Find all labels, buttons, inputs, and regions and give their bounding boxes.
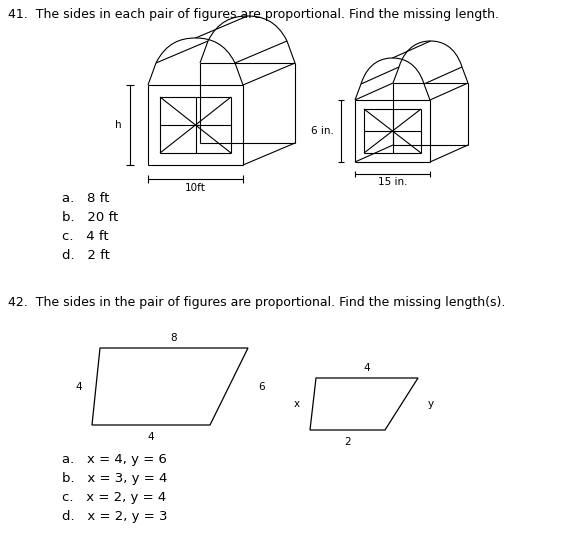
Text: 6: 6 [258, 382, 265, 392]
Text: x: x [294, 399, 300, 409]
Text: h: h [115, 120, 122, 130]
Text: 42.  The sides in the pair of figures are proportional. Find the missing length(: 42. The sides in the pair of figures are… [8, 296, 506, 309]
Text: 4: 4 [148, 432, 154, 442]
Text: d.   x = 2, y = 3: d. x = 2, y = 3 [62, 510, 168, 523]
Text: 15 in.: 15 in. [378, 177, 407, 187]
Text: 6 in.: 6 in. [311, 126, 334, 136]
Text: 8: 8 [171, 333, 177, 343]
Text: 10ft: 10ft [185, 183, 206, 193]
Text: c.   4 ft: c. 4 ft [62, 230, 109, 243]
Text: a.   x = 4, y = 6: a. x = 4, y = 6 [62, 453, 167, 466]
Text: b.   x = 3, y = 4: b. x = 3, y = 4 [62, 472, 167, 485]
Text: a.   8 ft: a. 8 ft [62, 192, 109, 205]
Text: y: y [428, 399, 434, 409]
Text: 41.  The sides in each pair of figures are proportional. Find the missing length: 41. The sides in each pair of figures ar… [8, 8, 499, 21]
Text: 4: 4 [364, 363, 370, 373]
Text: 4: 4 [75, 382, 82, 392]
Text: c.   x = 2, y = 4: c. x = 2, y = 4 [62, 491, 166, 504]
Text: b.   20 ft: b. 20 ft [62, 211, 118, 224]
Text: 2: 2 [344, 437, 351, 447]
Text: d.   2 ft: d. 2 ft [62, 249, 110, 262]
